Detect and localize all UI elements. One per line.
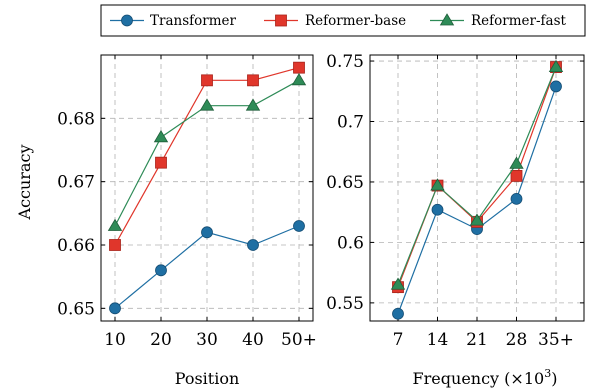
point-transformer [110,303,121,314]
y-tick-label: 0.75 [326,52,364,72]
point-transformer [156,265,167,276]
x-tick-label: 7 [393,330,404,350]
legend-label-reformer-fast: Reformer-fast [471,13,567,29]
chart-position: 10 20 30 40 50+ 0.65 0.66 0.67 0.68 [57,55,317,350]
point-reformer-base [294,62,305,73]
point-transformer [551,81,562,92]
point-reformer-fast [109,220,122,231]
x-tick-label: 14 [427,330,449,350]
point-transformer [511,193,522,204]
point-reformer-base [110,240,121,251]
point-reformer-base [156,157,167,168]
x-tick-label: 28 [506,330,528,350]
x-axis-label-left: Position [175,369,240,388]
point-reformer-base [248,75,259,86]
point-transformer [248,240,259,251]
y-tick-label: 0.66 [57,236,95,256]
x-tick-label: 35+ [538,330,574,350]
y-tick-label: 0.55 [326,294,364,314]
legend-label-transformer: Transformer [150,13,236,29]
point-transformer [202,227,213,238]
point-reformer-fast [155,131,168,142]
point-reformer-fast [293,74,306,85]
point-transformer [393,308,404,319]
x-axis-label-right-superscript: 3 [544,367,551,380]
x-tick-label: 30 [196,330,218,350]
x-tick-label: 50+ [281,330,317,350]
point-reformer-base [202,75,213,86]
x-axis-label-right: Frequency (×103) [413,367,558,388]
x-axis-label-right-text: Frequency (×10 [413,369,545,388]
y-tick-label: 0.65 [57,299,95,319]
legend-label-reformer-base: Reformer-base [305,13,406,29]
y-tick-label: 0.67 [57,173,95,193]
y-tick-label: 0.65 [326,173,364,193]
x-tick-label: 40 [242,330,264,350]
point-reformer-fast [247,99,260,110]
point-reformer-base [511,170,522,181]
x-axis-label-right-close: ) [551,369,557,388]
y-tick-label: 0.68 [57,109,95,129]
y-axis-label-left: Accuracy [15,145,34,221]
y-tick-label: 0.7 [337,113,364,133]
point-transformer [294,221,305,232]
legend: Transformer Reformer-base Reformer-fast [101,5,585,36]
y-tick-label: 0.6 [337,233,364,253]
legend-marker-reformer-base [276,15,287,26]
x-tick-label: 10 [104,330,126,350]
legend-marker-transformer [122,15,133,26]
chart-frequency: 7 14 21 28 35+ 0.55 0.6 0.65 0.7 0.75 [326,52,584,350]
point-transformer [432,204,443,215]
x-tick-label: 20 [150,330,172,350]
point-reformer-fast [201,99,214,110]
x-tick-label: 21 [466,330,488,350]
